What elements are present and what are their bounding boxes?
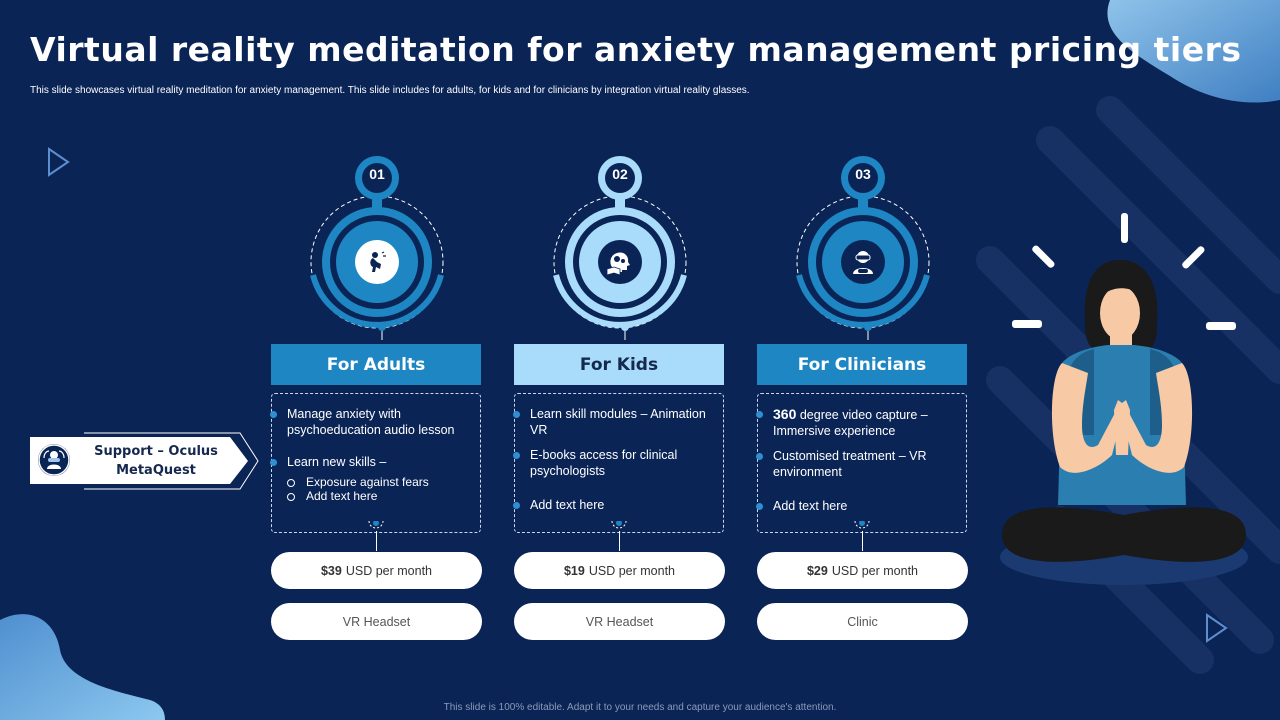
vr-support-icon — [38, 444, 70, 476]
bullet-dot — [513, 411, 520, 418]
bullet-dot — [270, 411, 277, 418]
feature-item: 360 degree video capture – Immersive exp… — [756, 406, 956, 439]
feature-item: Customised treatment – VR environment — [756, 448, 956, 480]
price-pill[interactable]: $29 USD per month — [757, 552, 968, 589]
bullet-dot — [756, 453, 763, 460]
price-amount: $19 — [563, 563, 585, 578]
device-pill[interactable]: Clinic — [757, 603, 968, 640]
feature-item: E-books access for clinical psychologist… — [513, 447, 713, 479]
price-amount: $39 — [320, 563, 342, 578]
pricing-tier-kids: 02 For Kids Learn skill modules – Animat… — [513, 145, 726, 645]
tier-number: 03 — [855, 166, 871, 182]
page-title: Virtual reality meditation for anxiety m… — [30, 30, 1242, 69]
bullet-dot — [513, 452, 520, 459]
support-banner: Support – Oculus MetaQuest — [30, 432, 260, 490]
feature-item: Learn new skills – — [270, 454, 470, 470]
sub-feature-item: Exposure against fears — [287, 475, 429, 489]
connector-cap — [854, 521, 870, 529]
support-label: Support – Oculus MetaQuest — [94, 444, 218, 478]
page-subtitle: This slide showcases virtual reality med… — [30, 85, 750, 96]
vr-headset-person-icon — [853, 251, 873, 274]
price-unit: USD per month — [831, 563, 918, 578]
brain-gears-book-icon — [606, 252, 630, 275]
feature-item: Add text here — [513, 497, 713, 513]
tier-header: For Clinicians — [757, 344, 967, 385]
pricing-tier-adults: 01 For Adults Manage anxiety with psycho… — [270, 145, 483, 645]
pricing-tier-clinicians: 03 For Clinicians 360 degree video captu… — [756, 145, 969, 645]
price-pill[interactable]: $19 USD per month — [514, 552, 725, 589]
feature-list: Manage anxiety with psychoeducation audi… — [270, 393, 481, 533]
feature-item: Manage anxiety with psychoeducation audi… — [270, 406, 470, 438]
connector-line — [619, 531, 620, 551]
bullet-dot — [756, 503, 763, 510]
feature-item: Add text here — [756, 498, 956, 514]
feature-list: 360 degree video capture – Immersive exp… — [756, 393, 967, 533]
meditating-woman-illustration — [1000, 213, 1248, 585]
connector-line — [862, 531, 863, 551]
bullet-dot — [756, 411, 763, 418]
bullet-dot — [513, 502, 520, 509]
feature-list: Learn skill modules – Animation VR E-boo… — [513, 393, 724, 533]
device-pill[interactable]: VR Headset — [514, 603, 725, 640]
sub-feature-item: Add text here — [286, 489, 378, 503]
tier-number: 01 — [369, 166, 385, 182]
footer-note: This slide is 100% editable. Adapt it to… — [443, 702, 837, 713]
connector-cap — [611, 521, 627, 529]
play-arrow-icon — [48, 147, 70, 177]
feature-item: Learn skill modules – Animation VR — [513, 406, 713, 438]
play-arrow-icon — [1206, 613, 1228, 643]
price-unit: USD per month — [588, 563, 675, 578]
anxious-person-icon — [370, 251, 386, 272]
price-unit: USD per month — [345, 563, 432, 578]
price-pill[interactable]: $39 USD per month — [271, 552, 482, 589]
bullet-dot — [270, 459, 277, 466]
connector-cap — [368, 521, 384, 529]
device-pill[interactable]: VR Headset — [271, 603, 482, 640]
price-amount: $29 — [806, 563, 828, 578]
tier-number: 02 — [612, 166, 628, 182]
tier-header: For Kids — [514, 344, 724, 385]
tier-header: For Adults — [271, 344, 481, 385]
connector-line — [376, 531, 377, 551]
